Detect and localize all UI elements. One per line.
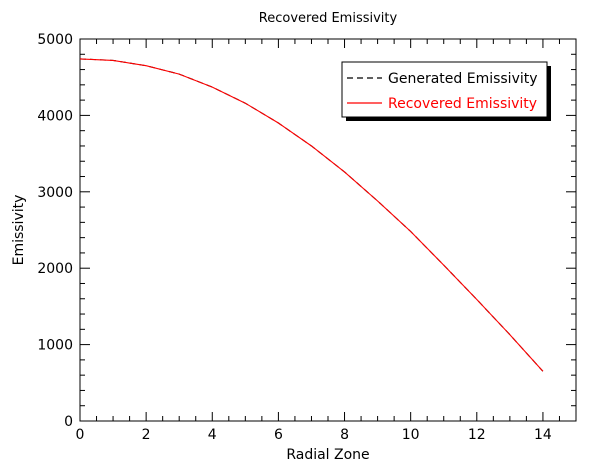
chart-title: Recovered Emissivity xyxy=(259,11,398,26)
x-tick-label: 8 xyxy=(340,427,349,443)
legend-label: Generated Emissivity xyxy=(388,71,538,87)
y-tick-label: 4000 xyxy=(37,108,73,124)
series-line-recovered xyxy=(79,58,544,372)
x-tick-label: 12 xyxy=(468,427,486,443)
axis-ticks: 0 2 4 6 8 10 12 14 0 1000 2000 3000 4000 5000 xyxy=(37,32,577,443)
y-axis-label: Emissivity xyxy=(11,195,27,266)
x-tick-label: 14 xyxy=(534,427,552,443)
x-tick-label: 2 xyxy=(142,427,151,443)
legend: Generated Emissivity Recovered Emissivity xyxy=(341,61,551,121)
x-axis-label: Radial Zone xyxy=(286,447,369,463)
x-tick-label: 0 xyxy=(76,427,85,443)
x-tick-label: 6 xyxy=(274,427,283,443)
series-lines xyxy=(79,58,544,372)
y-tick-label: 5000 xyxy=(37,32,73,48)
x-tick-label: 4 xyxy=(208,427,217,443)
y-tick-label: 1000 xyxy=(37,338,73,354)
x-tick-label: 10 xyxy=(402,427,420,443)
legend-label: Recovered Emissivity xyxy=(388,96,537,112)
y-tick-label: 0 xyxy=(64,414,73,430)
legend-box xyxy=(341,61,548,118)
y-tick-label: 2000 xyxy=(37,261,73,277)
y-tick-label: 3000 xyxy=(37,185,73,201)
